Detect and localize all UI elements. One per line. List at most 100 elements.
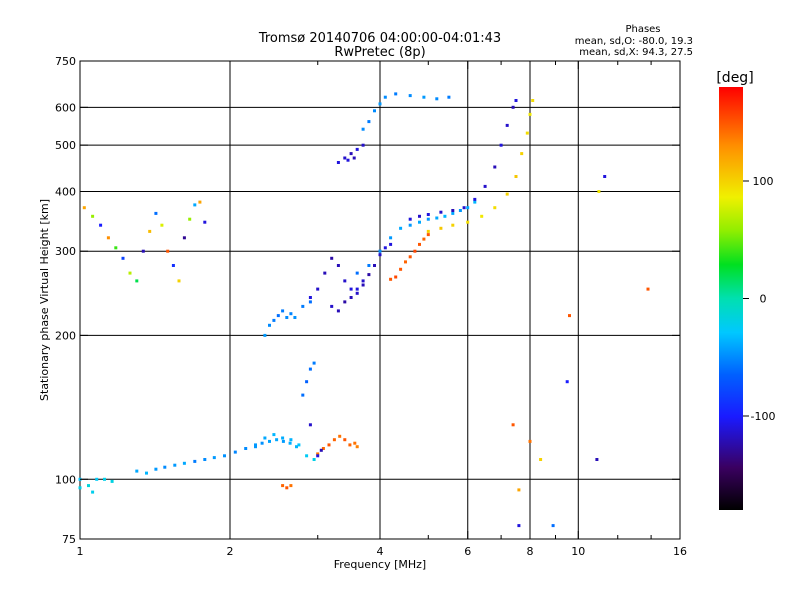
data-point — [193, 203, 197, 207]
y-tick-label: 200 — [55, 329, 76, 342]
data-point — [646, 287, 650, 291]
data-point — [493, 206, 497, 210]
data-point — [483, 184, 487, 188]
data-point — [378, 253, 382, 257]
data-point — [295, 445, 298, 449]
data-point — [466, 220, 470, 224]
data-point — [281, 436, 285, 440]
phases-line-o: mean, sd,O: -80.0, 19.3 — [575, 36, 693, 47]
data-point — [305, 380, 309, 384]
chart-title: Tromsø 20140706 04:00:00-04:01:43 — [258, 31, 501, 46]
data-point — [528, 112, 532, 116]
x-axis-label: Frequency [MHz] — [334, 558, 426, 571]
data-point — [308, 367, 312, 371]
data-point — [378, 249, 382, 253]
data-point — [99, 223, 103, 227]
data-point — [343, 300, 347, 304]
chart-subtitle: RwPretec (8p) — [334, 45, 425, 60]
data-point — [182, 236, 186, 240]
data-point — [297, 443, 301, 447]
data-point — [514, 175, 518, 178]
data-point — [462, 206, 466, 210]
x-tick-label: 8 — [527, 545, 534, 558]
data-point — [135, 279, 139, 283]
data-point — [426, 213, 430, 216]
data-point — [439, 210, 443, 214]
data-point — [426, 217, 430, 221]
data-point — [603, 175, 607, 178]
data-point — [505, 192, 509, 196]
data-point — [154, 211, 158, 215]
data-point — [103, 477, 106, 481]
data-point — [332, 438, 336, 442]
data-point — [378, 102, 382, 106]
data-point — [289, 484, 293, 488]
data-point — [316, 454, 320, 458]
data-point — [451, 209, 455, 212]
data-point — [520, 152, 524, 156]
data-point — [597, 190, 601, 193]
x-tick-label: 2 — [227, 545, 234, 558]
data-point — [91, 490, 95, 494]
data-point — [281, 309, 285, 313]
data-point — [336, 161, 340, 164]
data-point — [301, 393, 305, 397]
data-point — [330, 304, 334, 308]
data-point — [408, 94, 412, 98]
y-tick-label: 750 — [55, 55, 76, 68]
data-point — [316, 452, 320, 456]
data-point — [244, 447, 248, 450]
data-point — [293, 316, 297, 319]
data-point — [511, 423, 515, 427]
data-point — [389, 242, 393, 246]
data-point — [319, 448, 323, 452]
data-point — [254, 443, 257, 447]
data-point — [373, 264, 376, 267]
data-point — [198, 200, 202, 204]
data-point — [399, 226, 403, 230]
data-point — [268, 323, 271, 327]
y-tick-label: 400 — [55, 185, 76, 198]
data-point — [346, 158, 350, 162]
data-point — [517, 488, 521, 492]
data-point — [404, 260, 407, 264]
data-point — [308, 300, 312, 304]
data-point — [426, 233, 430, 237]
data-point — [389, 277, 393, 281]
data-point — [171, 264, 175, 267]
data-point — [281, 439, 285, 443]
data-point — [352, 156, 356, 160]
data-point — [451, 211, 455, 215]
data-point — [499, 143, 503, 147]
data-point — [301, 304, 305, 308]
data-point — [408, 223, 412, 227]
x-tick-label: 10 — [571, 545, 585, 558]
data-point — [565, 380, 569, 384]
data-point — [135, 469, 139, 473]
data-point — [473, 197, 477, 201]
data-point — [163, 465, 167, 469]
data-point — [263, 333, 267, 337]
data-point — [493, 165, 497, 169]
data-point — [289, 438, 293, 442]
data-point — [394, 92, 398, 96]
data-point — [260, 441, 264, 445]
data-point — [355, 147, 359, 151]
data-point — [308, 296, 312, 299]
data-point — [355, 445, 359, 449]
data-point — [272, 318, 276, 322]
data-point — [389, 236, 393, 240]
data-point — [361, 127, 365, 131]
data-point — [263, 436, 267, 440]
data-point — [188, 217, 192, 221]
y-tick-label: 500 — [55, 139, 76, 152]
data-point — [505, 123, 509, 127]
data-point — [531, 99, 535, 102]
data-point — [473, 200, 477, 204]
data-point — [422, 95, 426, 99]
data-point — [383, 246, 387, 250]
data-point — [568, 314, 571, 318]
data-point — [285, 486, 289, 490]
data-point — [203, 458, 207, 461]
data-point — [106, 236, 110, 240]
